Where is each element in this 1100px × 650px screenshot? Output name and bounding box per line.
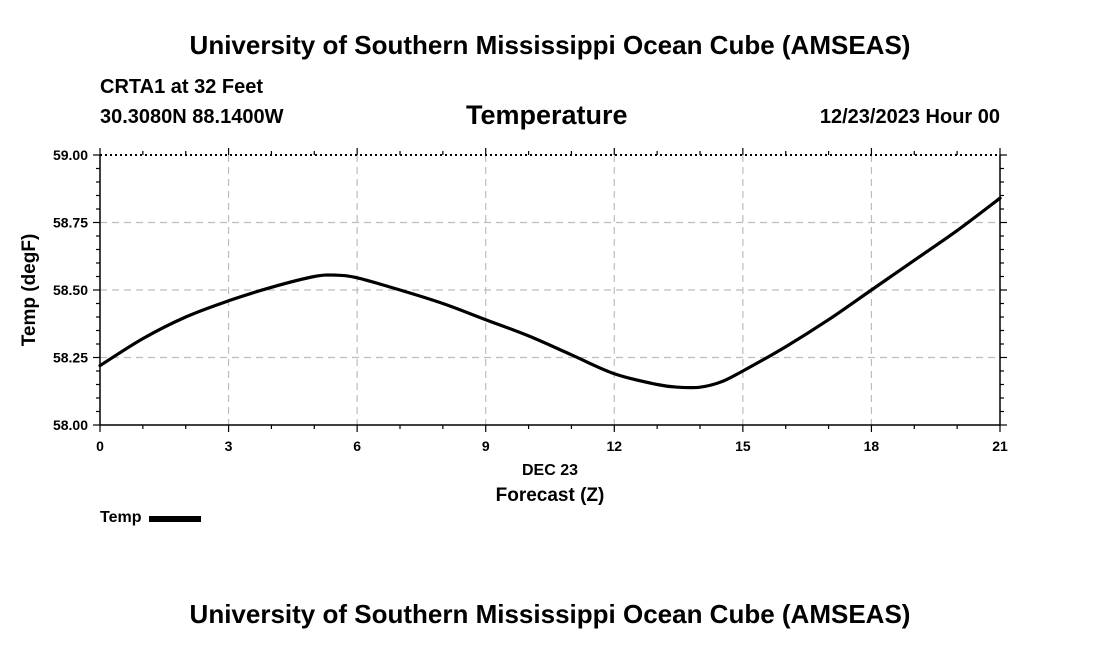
x-tick-label: 21	[992, 438, 1008, 454]
legend: Temp	[100, 509, 202, 527]
x-tick-label: 12	[606, 438, 622, 454]
axis-labels: 0 3 6 9 12 15 18 21 58.00 58.25 58.50 58.75 59.00 DEC…	[19, 147, 1008, 506]
coordinates-label: 30.3080N 88.1400W	[100, 106, 284, 128]
x-tick-label: 9	[482, 438, 490, 454]
y-tick-label: 59.00	[53, 147, 88, 163]
series-line-temp	[98, 196, 1002, 390]
series-layer	[98, 196, 1002, 390]
y-tick-label: 58.50	[53, 282, 88, 298]
y-tick-label: 58.00	[53, 417, 88, 433]
footer-title: University of Southern Mississippi Ocean…	[189, 599, 911, 629]
y-tick-label: 58.75	[53, 215, 88, 231]
x-tick-label: 15	[735, 438, 751, 454]
x-tick-label: 6	[353, 438, 361, 454]
y-tick-label: 58.25	[53, 350, 88, 366]
x-axis-date-label: DEC 23	[522, 462, 578, 479]
station-label: CRTA1 at 32 Feet	[100, 76, 264, 98]
page-title: University of Southern Mississippi Ocean…	[189, 30, 911, 60]
x-tick-label: 18	[864, 438, 880, 454]
grid	[100, 155, 1000, 425]
legend-swatch	[149, 516, 202, 522]
y-axis-label: Temp (degF)	[19, 234, 40, 347]
x-axis-label: Forecast (Z)	[496, 485, 605, 506]
x-tick-label: 0	[96, 438, 104, 454]
legend-label: Temp	[100, 509, 142, 526]
chart-title: Temperature	[466, 100, 628, 130]
forecast-date-label: 12/23/2023 Hour 00	[819, 106, 1000, 128]
x-tick-label: 3	[225, 438, 233, 454]
